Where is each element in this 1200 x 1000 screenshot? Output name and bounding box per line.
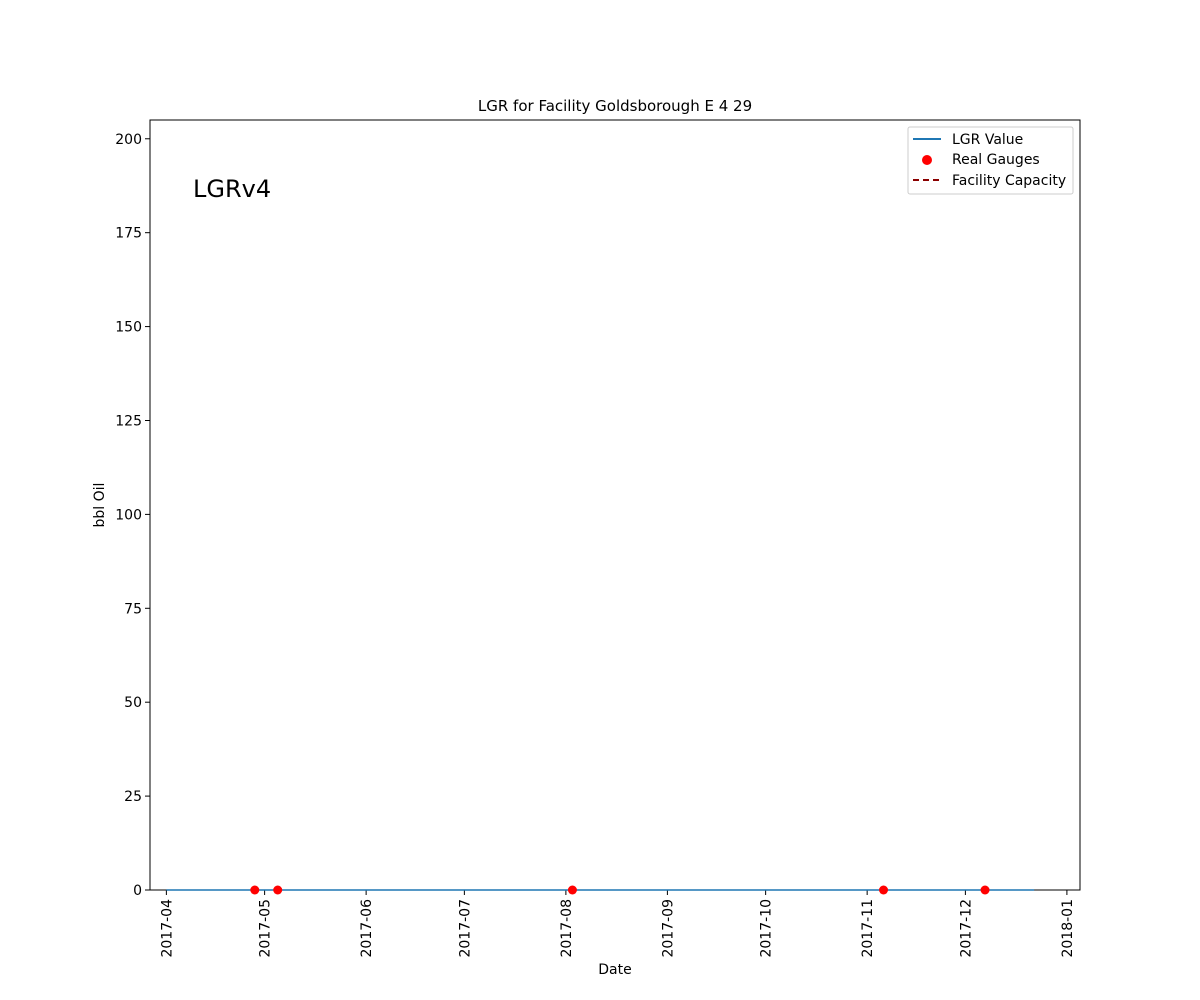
data-point-real-gauges bbox=[567, 885, 577, 895]
legend: LGR Value Real Gauges Facility Capacity bbox=[907, 126, 1074, 195]
y-tick-label: 175 bbox=[115, 226, 142, 242]
data-point-real-gauges bbox=[879, 885, 889, 895]
data-point-real-gauges bbox=[980, 885, 990, 895]
x-tick-label: 2017-05 bbox=[258, 899, 274, 958]
plot-annotation: LGRv4 bbox=[193, 175, 271, 203]
y-tick-label: 125 bbox=[115, 413, 142, 429]
x-tick-label: 2017-08 bbox=[559, 899, 575, 958]
x-tick-label: 2017-06 bbox=[359, 899, 375, 958]
legend-facility-capacity-label: Facility Capacity bbox=[952, 173, 1066, 189]
legend-lgr-value-label: LGR Value bbox=[952, 132, 1023, 148]
x-tick-label: 2017-10 bbox=[759, 899, 775, 958]
x-axis: 2017-04 2017-05 2017-06 2017-07 2017-08 2017-… bbox=[159, 890, 1076, 958]
x-tick-label: 2017-09 bbox=[660, 899, 676, 958]
chart-title: LGR for Facility Goldsborough E 4 29 bbox=[478, 97, 752, 115]
data-point-real-gauges bbox=[273, 885, 283, 895]
legend-real-gauges-label: Real Gauges bbox=[952, 152, 1040, 168]
y-axis-label: bbl Oil bbox=[92, 483, 108, 528]
legend-frame bbox=[907, 126, 1074, 195]
x-tick-label: 2017-04 bbox=[159, 899, 175, 958]
plot-area bbox=[149, 119, 1081, 891]
series-layer bbox=[166, 885, 1035, 895]
x-tick-label: 2017-12 bbox=[958, 899, 974, 958]
y-tick-label: 100 bbox=[115, 507, 142, 523]
y-tick-label: 0 bbox=[133, 883, 142, 899]
y-tick-label: 50 bbox=[124, 695, 142, 711]
y-axis: 0 25 50 75 100 125 150 175 200 bbox=[115, 132, 150, 899]
y-tick-label: 150 bbox=[115, 320, 142, 336]
axes-frame bbox=[149, 119, 1081, 891]
data-point-real-gauges bbox=[250, 885, 260, 895]
x-tick-label: 2017-11 bbox=[860, 899, 876, 958]
x-axis-label: Date bbox=[598, 962, 631, 978]
y-tick-label: 25 bbox=[124, 789, 142, 805]
x-tick-label: 2017-07 bbox=[457, 899, 473, 958]
legend-real-gauges-swatch bbox=[922, 155, 932, 165]
y-tick-label: 200 bbox=[115, 132, 142, 148]
x-tick-label: 2018-01 bbox=[1060, 899, 1076, 958]
y-tick-label: 75 bbox=[124, 601, 142, 617]
